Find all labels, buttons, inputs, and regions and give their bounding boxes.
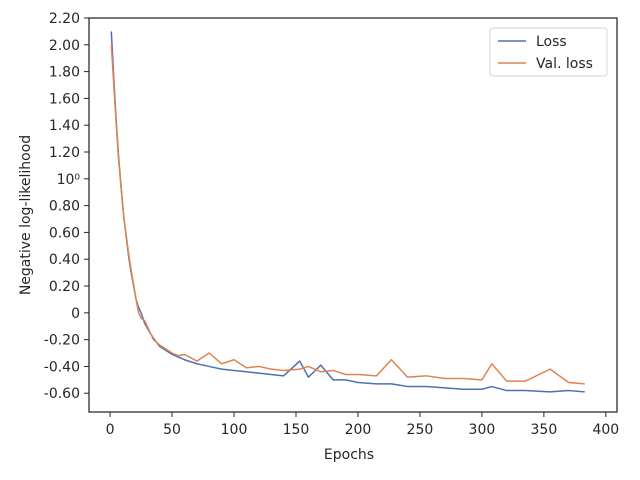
legend-box (489, 27, 608, 77)
x-tick-label: 350 (531, 422, 558, 438)
y-axis-label: Negative log-likelihood (18, 135, 34, 295)
y-tick-label: -0.60 (44, 386, 80, 402)
y-tick-label: 10⁰ (57, 172, 81, 188)
y-tick-label: 0.40 (49, 252, 80, 268)
y-tick-label: 2.00 (49, 38, 80, 54)
x-tick-label: 300 (469, 422, 496, 438)
x-tick-label: 250 (407, 422, 434, 438)
y-tick-label: 0.20 (49, 279, 80, 295)
y-tick-label: 1.40 (49, 118, 80, 134)
series-line (110, 31, 585, 393)
y-tick-label: 0.80 (49, 199, 80, 215)
y-tick-label: 0.60 (49, 225, 80, 241)
y-tick-label: -0.20 (44, 333, 80, 349)
y-tick-label: 0 (71, 306, 80, 322)
y-tick-label: 2.20 (49, 11, 80, 27)
legend-label: Loss (536, 34, 567, 50)
x-axis-label: Epochs (324, 447, 374, 463)
x-tick-label: 150 (283, 422, 310, 438)
plot-frame (88, 17, 618, 413)
x-tick-label: 50 (163, 422, 181, 438)
y-tick-label: 1.60 (49, 91, 80, 107)
x-tick-label: 400 (592, 422, 619, 438)
legend-label: Val. loss (536, 56, 593, 72)
x-tick-label: 200 (345, 422, 372, 438)
y-tick-label: 1.80 (49, 65, 80, 81)
y-tick-label: -0.40 (44, 359, 80, 375)
y-tick-label: 1.20 (49, 145, 80, 161)
series-line (110, 44, 585, 385)
x-tick-label: 100 (221, 422, 248, 438)
legend: Loss Val. loss (489, 27, 608, 77)
x-tick-label: 0 (106, 422, 115, 438)
